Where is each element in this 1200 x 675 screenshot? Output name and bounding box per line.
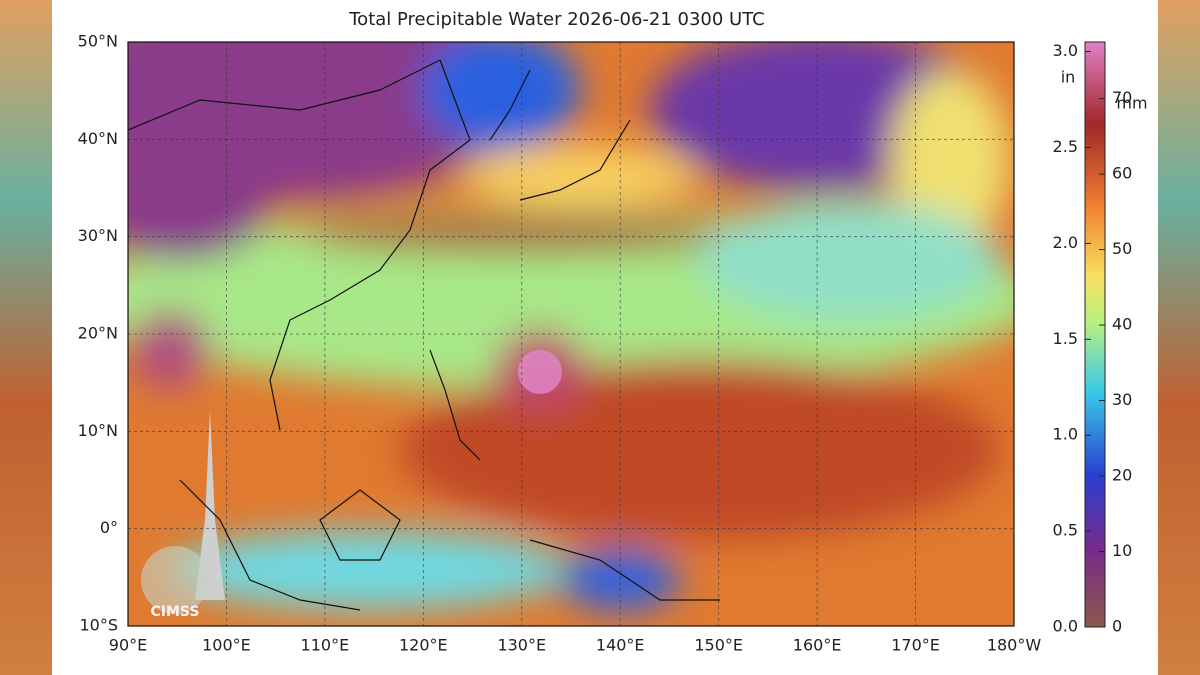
- colorbar-mm-label: 50: [1112, 239, 1132, 258]
- lon-label: 120°E: [399, 636, 448, 655]
- colorbar-mm-label: 30: [1112, 390, 1132, 409]
- colorbar-mm-label: 20: [1112, 466, 1132, 485]
- lon-label: 90°E: [109, 636, 147, 655]
- colorbar-in-label: 0.0: [1053, 617, 1078, 636]
- map-frame: [127, 41, 1015, 627]
- lat-label: 0°: [100, 518, 118, 537]
- lon-label: 100°E: [202, 636, 251, 655]
- colorbar-mm-label: 0: [1112, 617, 1122, 636]
- colorbar-mm-label: 40: [1112, 315, 1132, 334]
- colorbar-in-label: 2.0: [1053, 233, 1078, 252]
- lon-label: 150°E: [694, 636, 743, 655]
- lat-label: 50°N: [78, 32, 118, 51]
- colorbar-mm-label: 60: [1112, 164, 1132, 183]
- coastlines: [128, 59, 720, 611]
- colorbar-in-label: 3.0: [1053, 41, 1078, 60]
- map-title: Total Precipitable Water 2026-06-21 0300…: [348, 9, 765, 30]
- colorbar-mm-label: 10: [1112, 541, 1132, 560]
- lat-label: 40°N: [78, 129, 118, 148]
- colorbar-unit-mm: mm: [1116, 94, 1147, 113]
- colorbar-in-label: 1.5: [1053, 329, 1078, 348]
- lon-label: 170°E: [891, 636, 940, 655]
- lon-label: 140°E: [596, 636, 645, 655]
- logo-text: CIMSS: [151, 604, 200, 620]
- colorbar-mm-label: 70: [1112, 88, 1132, 107]
- logo: CIMSS: [141, 546, 209, 620]
- lon-label: 160°E: [793, 636, 842, 655]
- lon-label: 180°W: [987, 636, 1042, 655]
- colorbar: [1084, 41, 1106, 628]
- map-imagery: [128, 42, 1014, 626]
- lat-label: 30°N: [78, 226, 118, 245]
- lat-label: 10°S: [79, 616, 118, 635]
- colorbar-in-label: 0.5: [1053, 521, 1078, 540]
- lat-label: 10°N: [78, 421, 118, 440]
- lon-label: 130°E: [497, 636, 546, 655]
- lat-label: 20°N: [78, 324, 118, 343]
- lon-label: 110°E: [301, 636, 350, 655]
- colorbar-unit-in: in: [1061, 68, 1076, 87]
- colorbar-in-label: 2.5: [1053, 137, 1078, 156]
- colorbar-in-label: 1.0: [1053, 425, 1078, 444]
